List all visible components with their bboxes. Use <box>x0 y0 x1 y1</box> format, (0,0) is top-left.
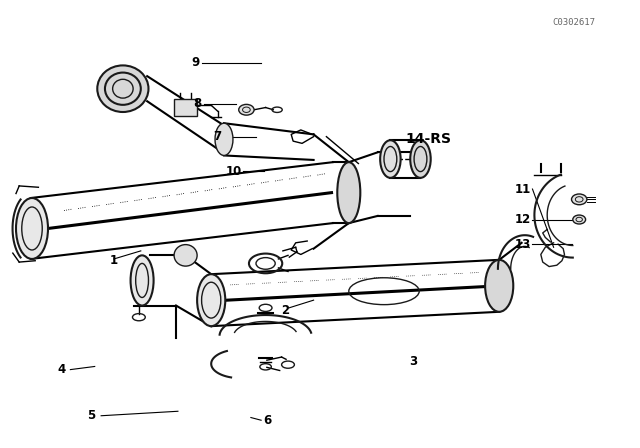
Ellipse shape <box>131 255 154 306</box>
Text: C0302617: C0302617 <box>552 18 595 27</box>
Ellipse shape <box>573 215 586 224</box>
Ellipse shape <box>215 123 233 155</box>
Ellipse shape <box>572 194 587 205</box>
Ellipse shape <box>485 260 513 312</box>
Text: 12: 12 <box>515 213 531 226</box>
Ellipse shape <box>337 162 360 223</box>
Text: 7: 7 <box>214 130 221 143</box>
Text: 2: 2 <box>281 303 289 317</box>
Text: 8: 8 <box>193 97 201 111</box>
Text: 13: 13 <box>515 237 531 251</box>
Ellipse shape <box>97 65 148 112</box>
Ellipse shape <box>239 104 254 115</box>
Text: 9: 9 <box>191 56 199 69</box>
Bar <box>174 99 197 116</box>
Text: 10: 10 <box>225 164 242 178</box>
Text: 4: 4 <box>58 363 65 376</box>
Ellipse shape <box>380 140 401 178</box>
Text: 3: 3 <box>409 355 417 368</box>
Ellipse shape <box>410 140 431 178</box>
Text: 6: 6 <box>263 414 271 427</box>
Ellipse shape <box>174 245 197 266</box>
Text: 11: 11 <box>515 182 531 196</box>
Ellipse shape <box>197 274 225 326</box>
Text: 1: 1 <box>110 254 118 267</box>
Text: 5: 5 <box>88 409 95 422</box>
Text: 14-RS: 14-RS <box>406 132 452 146</box>
Ellipse shape <box>16 198 48 259</box>
